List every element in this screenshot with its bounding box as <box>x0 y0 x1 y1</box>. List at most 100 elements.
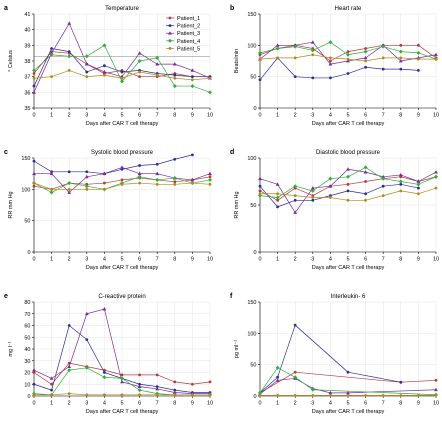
y-tick-label: 100 <box>247 331 256 337</box>
legend-label: Patient_1 <box>177 16 200 22</box>
data-point <box>398 59 403 63</box>
data-point <box>434 170 438 174</box>
data-point <box>103 73 106 77</box>
x-tick-label: 9 <box>191 113 194 119</box>
data-point <box>208 380 212 384</box>
data-point <box>191 393 194 397</box>
data-point <box>311 393 315 397</box>
x-tick-label: 7 <box>156 401 159 407</box>
data-point <box>67 190 72 194</box>
y-axis-label: RR mm Hg <box>8 191 14 218</box>
x-tick-label: 10 <box>433 113 439 119</box>
data-point <box>155 373 159 377</box>
x-tick-label: 9 <box>417 257 420 263</box>
data-point <box>137 388 142 393</box>
data-point <box>49 171 54 176</box>
data-point <box>103 64 106 68</box>
data-point <box>399 67 403 71</box>
data-point <box>258 192 262 196</box>
data-point <box>208 177 212 182</box>
data-point <box>67 50 71 53</box>
data-point <box>399 393 403 397</box>
data-point <box>50 382 53 386</box>
x-tick-label: 4 <box>329 257 332 263</box>
series-patient-5 <box>32 69 212 82</box>
chart-panel-a: a Temperature 0 1 2 3 4 5 6 7 8 9 10 35 36 37 38 39 40 41 Da… <box>4 5 213 127</box>
data-point <box>275 43 280 47</box>
data-point <box>346 59 350 63</box>
data-point <box>399 380 403 384</box>
x-tick-label: 5 <box>346 257 349 263</box>
legend-label: Patient_3 <box>177 31 200 37</box>
x-tick-label: 0 <box>258 401 261 407</box>
data-point <box>276 375 279 379</box>
data-point <box>191 382 194 386</box>
y-tick-label: 40 <box>24 28 30 34</box>
x-tick-label: 0 <box>32 257 35 263</box>
series-patient-2 <box>258 56 420 82</box>
data-point <box>293 184 298 189</box>
data-point <box>155 177 160 182</box>
data-point <box>173 380 177 384</box>
data-point <box>329 59 332 63</box>
data-point <box>346 390 350 395</box>
chart-title: Temperature <box>105 6 139 12</box>
x-tick-label: 3 <box>85 113 88 119</box>
data-point <box>137 59 142 63</box>
y-tick-label: 50 <box>250 203 256 209</box>
data-point <box>363 55 368 60</box>
data-point <box>191 75 194 79</box>
data-point <box>346 57 350 61</box>
data-point <box>155 171 160 176</box>
data-point <box>67 181 72 186</box>
data-point <box>173 182 177 186</box>
data-point <box>84 174 89 179</box>
data-point <box>172 176 177 181</box>
y-tick-label: 80 <box>24 300 30 306</box>
data-point <box>328 390 333 395</box>
data-point <box>275 182 280 186</box>
data-point <box>434 57 438 61</box>
data-point <box>190 84 195 89</box>
data-point <box>155 55 160 60</box>
data-point <box>381 393 385 397</box>
data-point <box>258 176 262 181</box>
data-point <box>434 387 438 392</box>
x-axis-label: Days after CAR T cell therapy <box>312 409 385 415</box>
data-point <box>49 52 54 57</box>
legend-label: Patient_2 <box>177 24 200 30</box>
data-point <box>416 182 421 187</box>
x-tick-label: 1 <box>276 401 279 407</box>
series-line <box>33 154 193 175</box>
x-tick-label: 4 <box>329 113 332 119</box>
y-tick-label: 30 <box>24 359 30 365</box>
data-point <box>434 378 438 382</box>
data-point <box>32 171 36 176</box>
legend-marker <box>168 47 172 50</box>
data-point <box>293 198 297 202</box>
x-tick-label: 9 <box>191 401 194 407</box>
data-point <box>328 62 333 66</box>
x-tick-label: 4 <box>103 113 106 119</box>
data-point <box>49 190 54 195</box>
data-point <box>138 373 142 377</box>
data-point <box>346 370 350 374</box>
data-point <box>49 376 54 380</box>
y-tick-label: 50 <box>250 75 256 81</box>
legend-marker <box>168 38 172 43</box>
data-point <box>416 50 421 55</box>
y-tick-label: 50 <box>24 335 30 341</box>
y-tick-label: 0 <box>253 250 256 256</box>
data-point <box>50 388 53 392</box>
data-point <box>67 21 72 25</box>
x-tick-label: 8 <box>173 401 176 407</box>
x-tick-label: 3 <box>311 401 314 407</box>
x-tick-label: 3 <box>311 113 314 119</box>
data-point <box>275 195 280 200</box>
x-tick-label: 8 <box>399 113 402 119</box>
data-point <box>346 72 350 75</box>
data-point <box>258 78 262 82</box>
y-tick-label: 39 <box>24 43 30 49</box>
